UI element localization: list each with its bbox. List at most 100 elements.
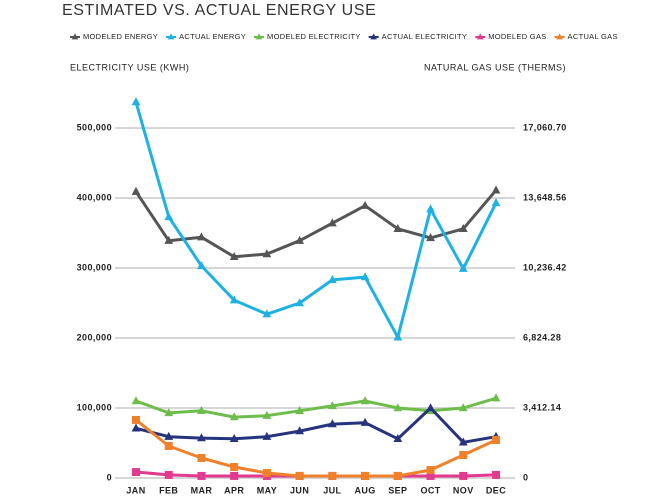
- marker: [131, 396, 141, 405]
- marker: [164, 470, 173, 479]
- marker: [459, 451, 468, 460]
- x-tick-label: OCT: [420, 485, 440, 495]
- marker: [458, 403, 468, 412]
- x-tick-label: DEC: [486, 485, 506, 495]
- marker: [295, 298, 305, 307]
- y-tick-label: 300,000: [77, 262, 112, 272]
- marker: [164, 441, 173, 450]
- x-tick-label: NOV: [453, 485, 474, 495]
- marker: [197, 406, 206, 414]
- marker: [458, 437, 468, 446]
- legend-marker: [370, 33, 377, 40]
- marker: [393, 471, 402, 480]
- marker: [491, 198, 501, 207]
- marker: [492, 470, 500, 479]
- x-tick-label: JAN: [126, 485, 145, 495]
- marker: [131, 186, 141, 195]
- marker: [426, 204, 435, 213]
- marker: [360, 200, 370, 209]
- series-line: [135, 396, 497, 419]
- y2-axis-title: NATURAL GAS USE (THERMS): [424, 62, 566, 72]
- marker: [327, 218, 337, 227]
- series-line: [134, 101, 498, 339]
- marker: [229, 295, 239, 304]
- y-tick-label: 400,000: [77, 192, 112, 202]
- y-tick-label: 100,000: [77, 402, 112, 412]
- marker: [229, 434, 239, 442]
- marker: [164, 431, 174, 440]
- marker: [131, 97, 141, 106]
- series-line: [135, 406, 497, 444]
- marker: [230, 471, 239, 480]
- x-tick-label: JUN: [290, 485, 309, 495]
- marker: [491, 185, 501, 194]
- legend-marker: [71, 33, 79, 40]
- marker: [262, 431, 272, 440]
- marker: [328, 471, 337, 480]
- legend-label: ACTUAL GAS: [568, 32, 618, 41]
- x-tick-label: JUL: [323, 485, 341, 495]
- marker: [197, 453, 206, 462]
- marker: [360, 396, 370, 405]
- y2-tick-label: 0: [523, 472, 528, 482]
- marker: [197, 433, 206, 442]
- y2-tick-label: 13,648.56: [523, 192, 567, 202]
- marker: [491, 393, 501, 402]
- marker: [393, 224, 403, 232]
- marker: [229, 412, 239, 421]
- marker: [426, 471, 435, 480]
- legend-label: MODELED ELECTRICITY: [267, 32, 361, 41]
- x-tick-label: SEP: [388, 485, 407, 495]
- legend-label: ACTUAL ELECTRICITY: [382, 32, 468, 41]
- marker: [262, 309, 272, 318]
- x-tick-label: MAY: [257, 485, 277, 495]
- y2-tick-label: 6,824.28: [523, 332, 561, 342]
- marker: [327, 401, 337, 410]
- legend-label: ACTUAL ENERGY: [179, 32, 246, 41]
- legend-label: MODELED GAS: [488, 32, 546, 41]
- marker: [360, 417, 370, 426]
- marker: [131, 423, 141, 432]
- legend-marker: [255, 33, 263, 40]
- marker: [426, 465, 435, 474]
- x-tick-label: MAR: [191, 485, 213, 495]
- legend-label: MODELED ENERGY: [83, 32, 158, 41]
- marker: [393, 434, 403, 442]
- marker: [361, 471, 370, 480]
- marker: [458, 263, 468, 272]
- y-tick-label: 0: [107, 472, 112, 482]
- marker: [295, 406, 305, 414]
- marker: [132, 415, 140, 424]
- marker: [459, 471, 468, 480]
- marker: [262, 249, 272, 258]
- x-tick-label: FEB: [159, 485, 178, 495]
- y2-tick-label: 10,236.42: [523, 262, 567, 272]
- marker: [164, 235, 174, 244]
- marker: [360, 272, 370, 281]
- marker: [197, 261, 206, 270]
- marker: [295, 426, 305, 435]
- series-line: [134, 189, 498, 259]
- marker: [426, 233, 435, 242]
- marker: [262, 410, 272, 419]
- series-line: [135, 418, 497, 478]
- marker: [132, 468, 140, 477]
- x-tick-label: AUG: [354, 485, 375, 495]
- y2-tick-label: 17,060.70: [523, 122, 567, 132]
- marker: [295, 471, 304, 480]
- marker: [492, 436, 500, 445]
- y-tick-label: 200,000: [77, 332, 112, 342]
- marker: [393, 332, 403, 341]
- chart-title: ESTIMATED VS. ACTUAL ENERGY USE: [62, 2, 376, 19]
- marker: [197, 471, 206, 480]
- marker: [229, 252, 239, 260]
- marker: [393, 403, 403, 412]
- x-tick-label: APR: [224, 485, 244, 495]
- marker: [230, 463, 239, 472]
- marker: [327, 419, 337, 428]
- legend-marker: [556, 33, 563, 40]
- marker: [426, 403, 435, 412]
- marker: [197, 232, 206, 241]
- legend-marker: [167, 33, 175, 40]
- y-tick-label: 500,000: [77, 122, 112, 132]
